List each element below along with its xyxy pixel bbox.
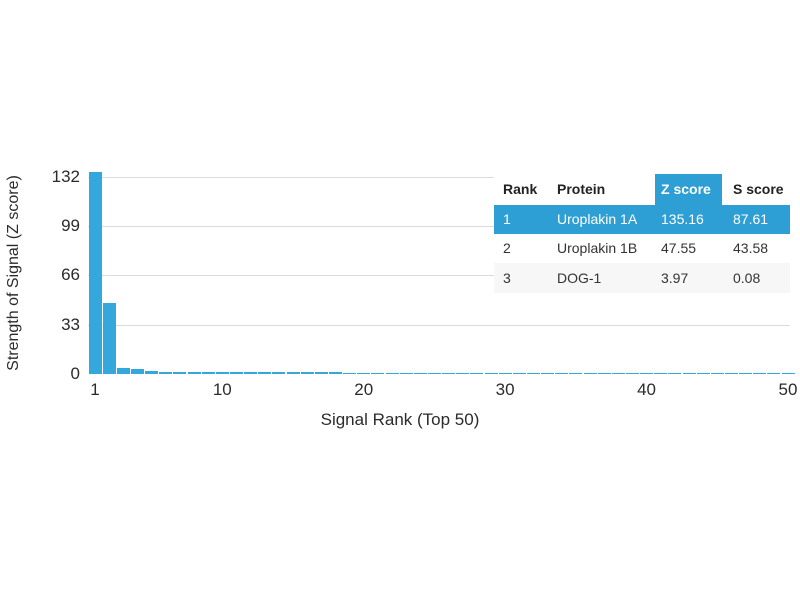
bar-rank-37 (597, 372, 611, 374)
gridline-y-99 (88, 226, 790, 228)
plot-area (88, 165, 795, 374)
x-tick-label-40: 40 (637, 380, 657, 399)
table-row-uroplakin-1b: 2 Uroplakin 1B 47.55 43.58 (494, 234, 790, 263)
bar-rank-40 (640, 372, 654, 374)
x-tick-label-10: 10 (212, 380, 232, 399)
bar-rank-10 (215, 372, 229, 374)
cell-sscore: 87.61 (733, 211, 769, 227)
cell-protein: Uroplakin 1B (557, 240, 638, 256)
bar-rank-3 (116, 368, 130, 374)
bar-rank-44 (696, 372, 710, 374)
bar-rank-5 (145, 370, 159, 374)
y-tick-label-132: 132 (51, 166, 80, 186)
bar-rank-36 (583, 372, 597, 374)
bar-rank-41 (654, 372, 668, 374)
bar-rank-8 (187, 371, 201, 374)
bar-rank-17 (314, 372, 328, 374)
bar-rank-43 (682, 372, 696, 374)
bar-rank-25 (427, 372, 441, 374)
bar-rank-32 (526, 372, 540, 374)
y-axis-title: Strength of Signal (Z score) (5, 175, 22, 371)
bar-rank-13 (258, 372, 272, 374)
cell-protein: DOG-1 (557, 270, 602, 286)
y-tick-label-99: 99 (61, 216, 80, 236)
bar-rank-23 (399, 372, 413, 374)
bar-rank-16 (300, 372, 314, 374)
x-axis-title: Signal Rank (Top 50) (320, 410, 480, 429)
bar-rank-48 (753, 372, 767, 374)
bar-rank-31 (512, 372, 526, 374)
bar-rank-38 (611, 372, 625, 374)
cell-sscore: 43.58 (733, 240, 769, 256)
y-tick-label-66: 66 (61, 265, 80, 285)
gridline-y-132 (88, 176, 790, 178)
bar-rank-45 (710, 372, 724, 374)
x-tick-label-1: 1 (90, 380, 100, 399)
y-tick-label-0: 0 (70, 364, 80, 383)
bar-rank-47 (739, 372, 753, 374)
gridline-y-66 (88, 275, 790, 277)
bar-rank-18 (328, 372, 342, 374)
table-row-dog-1: 3 DOG-1 3.97 0.08 (494, 263, 790, 293)
table-header-protein: Protein (557, 181, 606, 197)
bar-rank-15 (286, 372, 300, 374)
bar-rank-2 (102, 303, 116, 374)
x-tick-label-30: 30 (495, 380, 515, 399)
bar-rank-29 (484, 372, 498, 374)
bar-rank-7 (173, 371, 187, 374)
cell-zscore: 135.16 (661, 211, 704, 227)
cell-rank: 1 (503, 211, 511, 227)
bar-rank-20 (357, 372, 371, 374)
table-header-row: Rank Protein Z score S score (494, 174, 790, 205)
cell-zscore: 3.97 (661, 270, 689, 286)
bar-rank-46 (724, 372, 738, 374)
protein-rank-table: Rank Protein Z score S score 1 Uroplakin… (494, 174, 790, 293)
cell-zscore: 47.55 (661, 240, 697, 256)
x-tick-label-20: 20 (354, 380, 374, 399)
bar-rank-39 (625, 372, 639, 374)
y-tick-label-33: 33 (61, 314, 80, 334)
cell-sscore: 0.08 (733, 270, 761, 286)
bar-rank-30 (498, 372, 512, 374)
cell-rank: 3 (503, 270, 511, 286)
gridline-y-33 (88, 324, 790, 326)
bar-rank-27 (456, 372, 470, 374)
bar-rank-11 (229, 372, 243, 374)
bar-rank-1 (88, 172, 102, 374)
bar-rank-4 (130, 369, 144, 374)
bar-rank-12 (244, 372, 258, 374)
table-header-sscore: S score (733, 181, 784, 197)
bar-rank-28 (470, 372, 484, 374)
bar-rank-21 (371, 372, 385, 374)
bar-rank-9 (201, 372, 215, 374)
cell-protein: Uroplakin 1A (557, 211, 638, 227)
bar-rank-22 (385, 372, 399, 374)
table-row-uroplakin-1a: 1 Uroplakin 1A 135.16 87.61 (494, 205, 790, 234)
bar-rank-6 (159, 371, 173, 374)
bar-rank-42 (668, 372, 682, 374)
table-header-rank: Rank (503, 181, 538, 197)
cell-rank: 2 (503, 240, 511, 256)
bar-rank-34 (555, 372, 569, 374)
bar-rank-49 (767, 372, 781, 374)
bar-rank-35 (569, 372, 583, 374)
bar-rank-50 (781, 372, 795, 374)
bar-rank-19 (343, 372, 357, 374)
bar-rank-33 (541, 372, 555, 374)
bar-rank-24 (413, 372, 427, 374)
bar-rank-26 (442, 372, 456, 374)
x-tick-label-50: 50 (778, 380, 798, 399)
bar-rank-14 (272, 372, 286, 374)
table-header-zscore: Z score (655, 174, 722, 205)
